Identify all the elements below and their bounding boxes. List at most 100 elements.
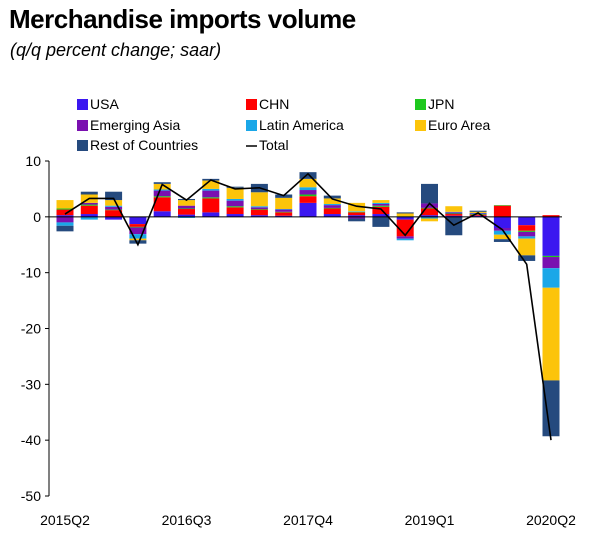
x-tick-label: 2017Q4 <box>283 512 333 528</box>
bar-segment-latin-america-2015Q3 <box>80 216 98 220</box>
bar-segment-chn-2019Q1 <box>421 208 438 216</box>
bar-segment-jpn-2019Q1 <box>421 207 438 209</box>
bar-segment-jpn-2019Q2 <box>445 213 463 215</box>
bar-segment-rest-of-countries-2016Q2 <box>153 182 171 184</box>
bar-segment-jpn-2018Q1 <box>323 207 341 209</box>
bar-segment-usa-2017Q3 <box>275 215 293 217</box>
bar-segment-emerging-asia-2016Q2 <box>153 190 171 197</box>
bar-segment-euro-area-2019Q1 <box>421 218 438 222</box>
bar-segment-emerging-asia-2018Q1 <box>323 205 341 208</box>
legend-label-usa: USA <box>90 96 119 112</box>
bar-segment-jpn-2018Q2 <box>348 211 366 213</box>
bar-segment-chn-2018Q4 <box>396 219 414 237</box>
legend-label-chn: CHN <box>259 96 289 112</box>
bar-segment-latin-america-2015Q2 <box>56 222 74 226</box>
y-tick-label: 10 <box>25 153 41 169</box>
bar-segment-usa-2015Q3 <box>80 214 98 217</box>
bar-segment-rest-of-countries-2020Q1 <box>518 255 536 261</box>
bar-segment-jpn-2020Q2 <box>542 255 560 258</box>
bar-segment-latin-america-2018Q3 <box>372 202 390 204</box>
bar-segment-usa-2019Q2 <box>445 215 463 217</box>
bar-segment-euro-area-2018Q3 <box>372 200 390 203</box>
bar-segment-rest-of-countries-2019Q1 <box>421 183 438 204</box>
bar-segment-rest-of-countries-2017Q4 <box>299 172 317 179</box>
bar-segment-chn-2018Q2 <box>348 212 366 216</box>
legend-label-rest-of-countries: Rest of Countries <box>90 137 198 153</box>
x-tick-label: 2016Q3 <box>162 512 212 528</box>
bar-segment-chn-2016Q1 <box>129 224 147 227</box>
bar-segment-latin-america-2020Q2 <box>542 268 560 288</box>
total-line-group <box>64 172 552 441</box>
legend-label-jpn: JPN <box>428 96 454 112</box>
legend-swatch-latin-america <box>246 120 257 131</box>
bar-segment-euro-area-2019Q2 <box>445 206 463 212</box>
bar-segment-emerging-asia-2019Q2 <box>445 212 463 214</box>
bar-segment-euro-area-2018Q4 <box>396 213 414 217</box>
y-tick-label: -20 <box>21 321 41 337</box>
bar-segment-latin-america-2019Q1 <box>421 216 438 219</box>
bar-segment-usa-2015Q2 <box>56 215 74 217</box>
x-tick-label: 2015Q2 <box>40 512 90 528</box>
bar-segment-usa-2018Q1 <box>323 214 341 217</box>
bar-segment-chn-2019Q3 <box>469 214 487 216</box>
bar-segment-usa-2015Q4 <box>105 216 123 220</box>
bar-segment-usa-2020Q2 <box>542 216 560 256</box>
bar-segment-rest-of-countries-2018Q1 <box>323 195 341 199</box>
bar-segment-usa-2017Q1 <box>226 214 244 217</box>
bar-segment-emerging-asia-2016Q4 <box>202 190 220 198</box>
bar-segment-latin-america-2019Q2 <box>445 211 463 213</box>
bar-segment-emerging-asia-2015Q3 <box>80 202 98 205</box>
bar-segment-jpn-2016Q4 <box>202 197 220 199</box>
y-tick-label: -10 <box>21 265 41 281</box>
y-tick-label: 0 <box>33 209 41 225</box>
bar-segment-jpn-2017Q3 <box>275 211 293 213</box>
bar-segment-chn-2018Q3 <box>372 206 390 215</box>
y-tick-label: -30 <box>21 376 41 392</box>
bar-segment-jpn-2016Q3 <box>178 208 195 210</box>
bar-segment-emerging-asia-2017Q1 <box>226 200 244 207</box>
bar-segment-jpn-2017Q2 <box>250 209 268 210</box>
bar-segment-euro-area-2018Q2 <box>348 202 366 212</box>
bar-segment-latin-america-2020Q1 <box>518 236 536 239</box>
x-tick-label: 2020Q2 <box>526 512 576 528</box>
bar-segment-usa-2018Q2 <box>348 215 366 217</box>
bar-segment-usa-2019Q3 <box>469 215 487 217</box>
bar-segment-latin-america-2019Q4 <box>493 230 511 235</box>
bar-segment-latin-america-2016Q2 <box>153 189 171 191</box>
bar-segment-euro-area-2017Q1 <box>226 187 244 199</box>
bar-segment-chn-2015Q2 <box>56 209 74 216</box>
bar-segment-chn-2020Q1 <box>518 225 536 231</box>
bar-segment-chn-2018Q1 <box>323 208 341 215</box>
bar-segment-rest-of-countries-2015Q2 <box>56 225 74 232</box>
bar-segment-euro-area-2017Q4 <box>299 178 317 188</box>
bar-segment-latin-america-2015Q4 <box>105 205 123 207</box>
bar-segment-jpn-2019Q4 <box>493 205 511 206</box>
bar-segment-emerging-asia-2016Q3 <box>178 205 195 209</box>
bar-segment-latin-america-2016Q1 <box>129 234 147 239</box>
bar-segment-euro-area-2015Q4 <box>105 200 123 206</box>
legend-label-emerging-asia: Emerging Asia <box>90 117 180 133</box>
bar-segment-rest-of-countries-2015Q4 <box>105 191 123 201</box>
bar-segment-euro-area-2017Q2 <box>250 192 268 207</box>
bar-segment-emerging-asia-2018Q4 <box>396 236 414 239</box>
bar-segment-jpn-2018Q3 <box>372 205 390 207</box>
bar-segment-chn-2015Q4 <box>105 210 123 217</box>
bars <box>56 172 560 437</box>
bar-segment-chn-2016Q3 <box>178 209 195 215</box>
bar-segment-chn-2017Q3 <box>275 212 293 216</box>
bar-segment-latin-america-2016Q3 <box>178 216 195 218</box>
bar-segment-emerging-asia-2017Q3 <box>275 209 293 212</box>
bar-segment-usa-2017Q4 <box>299 202 317 217</box>
bar-segment-rest-of-countries-2019Q3 <box>469 210 487 212</box>
bar-segment-chn-2016Q4 <box>202 198 220 213</box>
bar-segment-jpn-2015Q2 <box>56 208 74 210</box>
bar-segment-rest-of-countries-2018Q2 <box>348 218 366 222</box>
bar-segment-chn-2017Q1 <box>226 207 244 215</box>
legend-swatch-chn <box>246 99 257 110</box>
bar-segment-euro-area-2016Q3 <box>178 200 195 206</box>
chart-title: Merchandise imports volume <box>9 4 356 34</box>
bar-segment-jpn-2017Q1 <box>226 206 244 208</box>
bar-segment-euro-area-2020Q1 <box>518 238 536 256</box>
bar-segment-jpn-2015Q3 <box>80 204 98 206</box>
bar-segment-jpn-2020Q1 <box>518 230 536 232</box>
